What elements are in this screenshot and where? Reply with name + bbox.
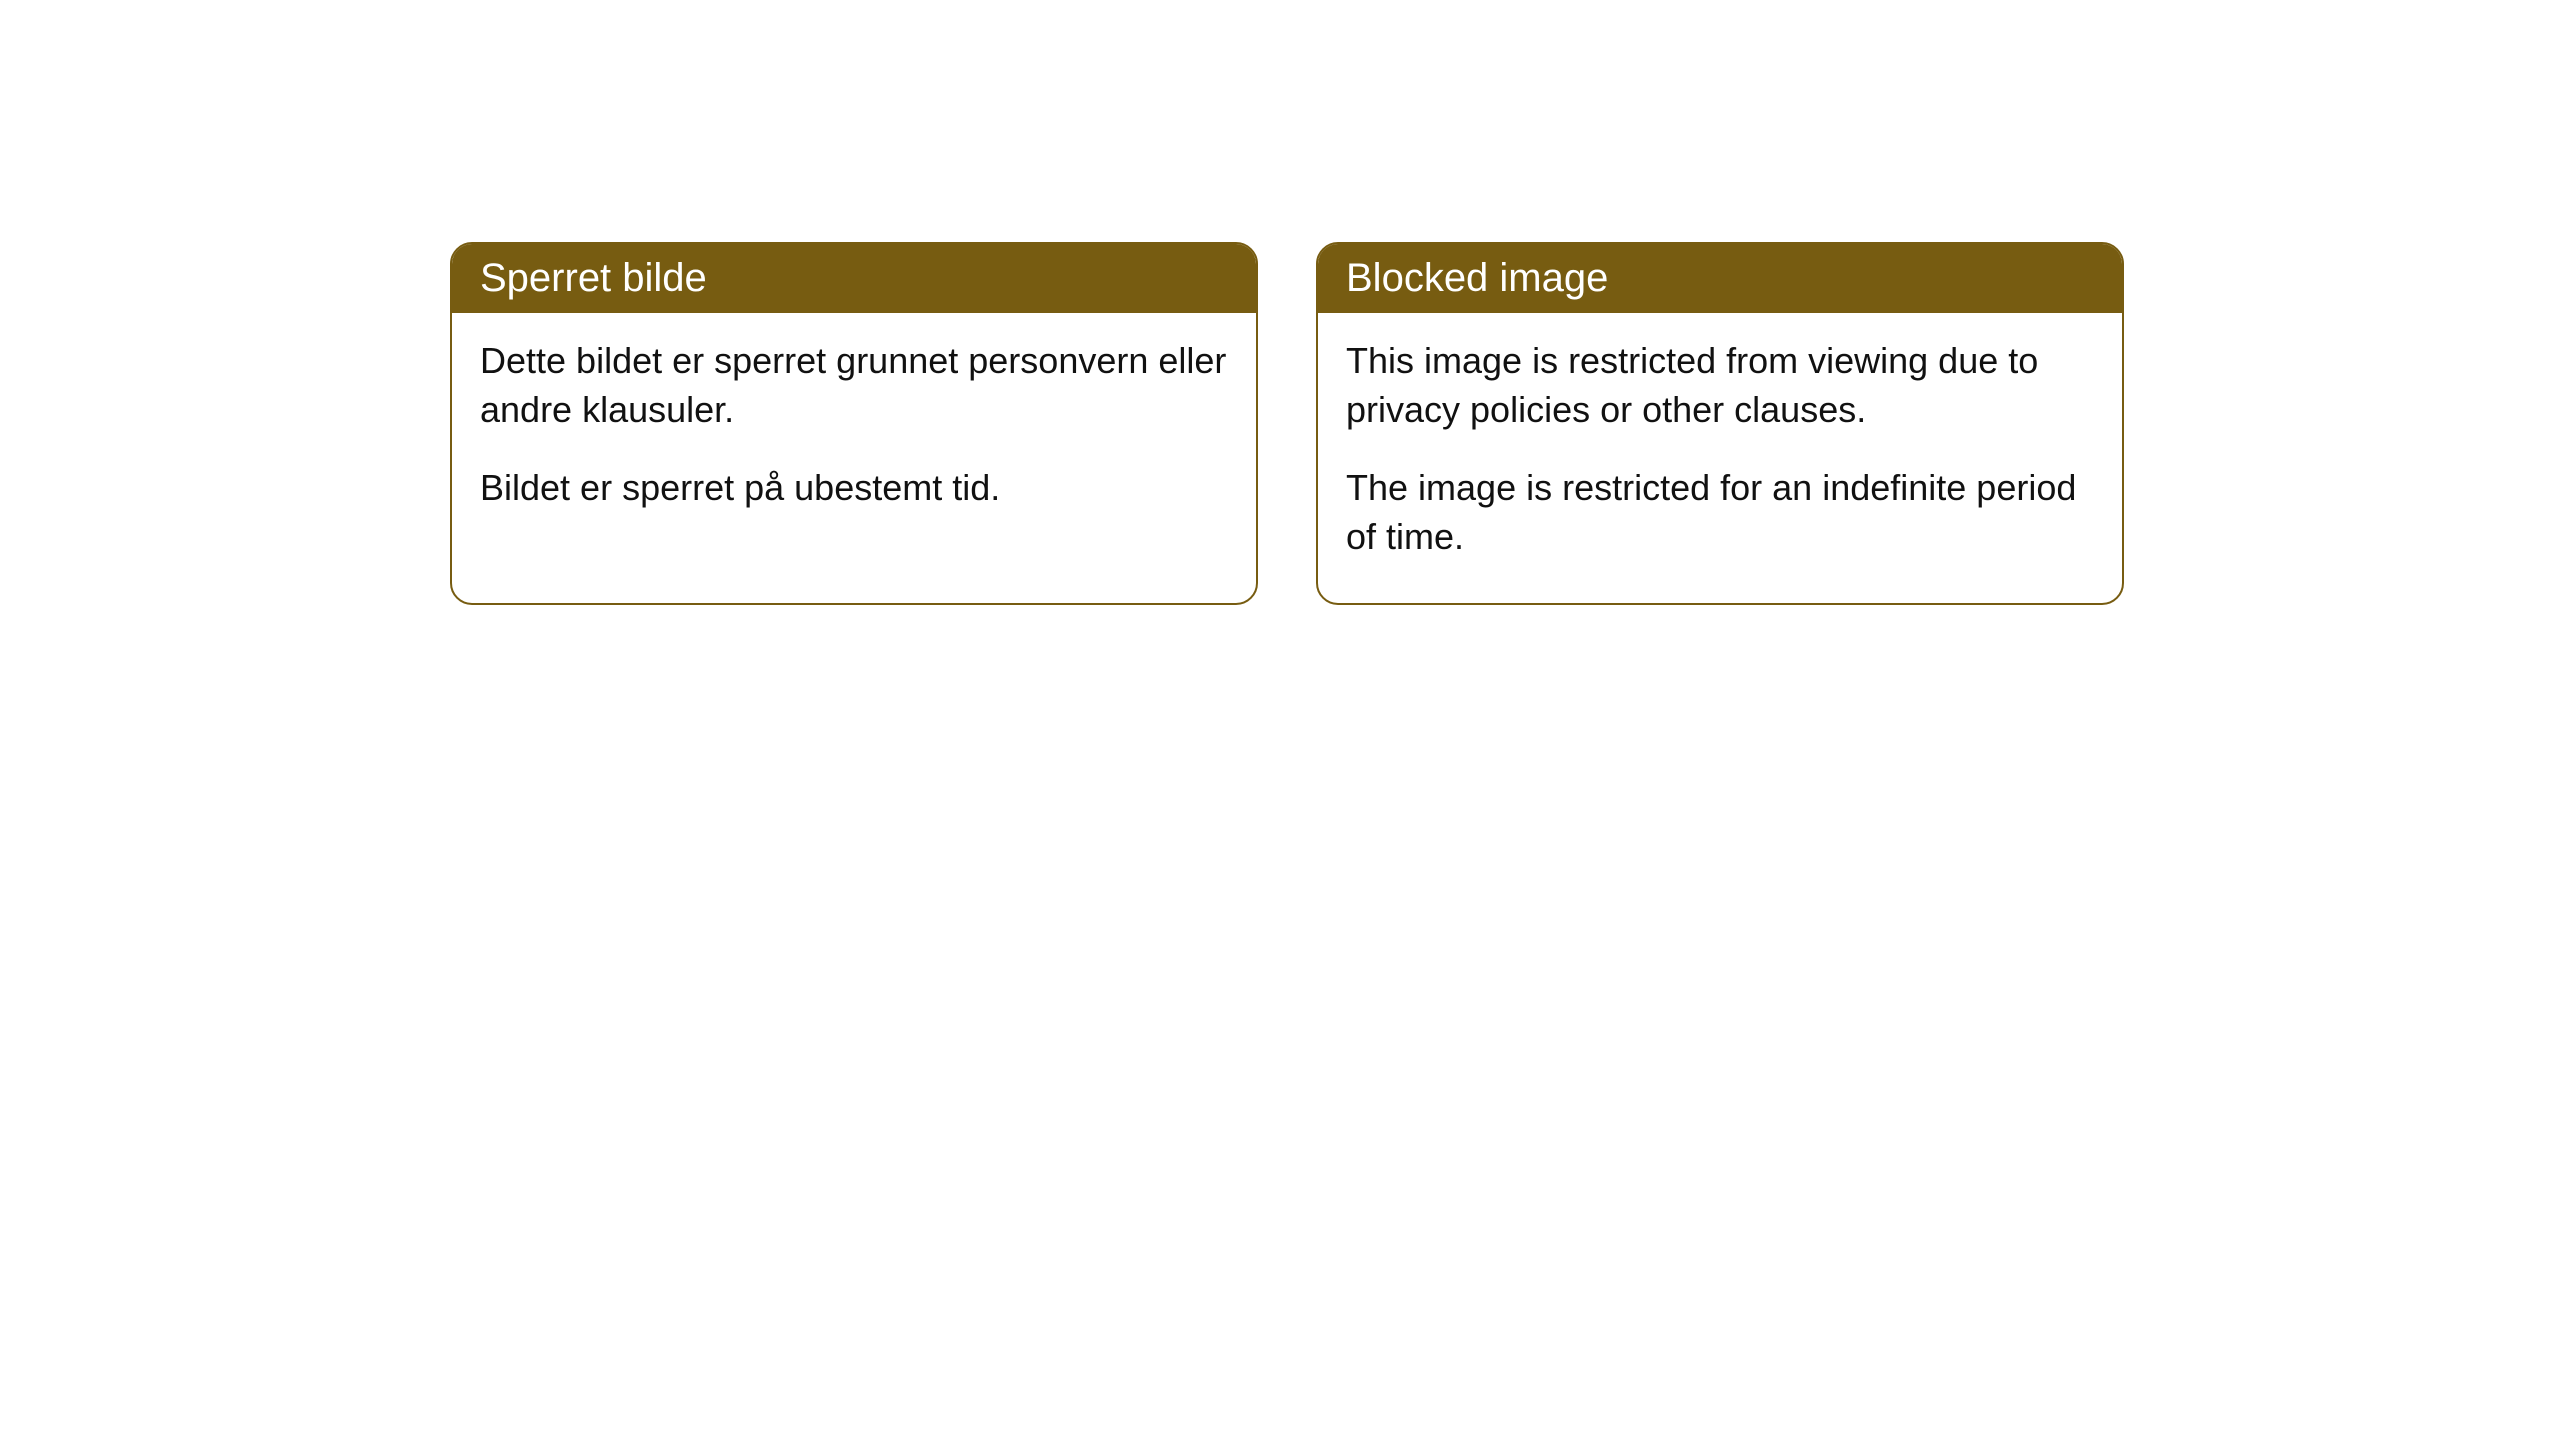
card-norwegian: Sperret bilde Dette bildet er sperret gr… bbox=[450, 242, 1258, 605]
card-body-english: This image is restricted from viewing du… bbox=[1318, 313, 2122, 603]
card-header-norwegian: Sperret bilde bbox=[452, 244, 1256, 313]
card-text-english-1: This image is restricted from viewing du… bbox=[1346, 337, 2094, 434]
cards-container: Sperret bilde Dette bildet er sperret gr… bbox=[450, 242, 2124, 605]
card-text-norwegian-1: Dette bildet er sperret grunnet personve… bbox=[480, 337, 1228, 434]
card-english: Blocked image This image is restricted f… bbox=[1316, 242, 2124, 605]
card-header-english: Blocked image bbox=[1318, 244, 2122, 313]
card-text-norwegian-2: Bildet er sperret på ubestemt tid. bbox=[480, 464, 1228, 513]
card-body-norwegian: Dette bildet er sperret grunnet personve… bbox=[452, 313, 1256, 555]
card-text-english-2: The image is restricted for an indefinit… bbox=[1346, 464, 2094, 561]
